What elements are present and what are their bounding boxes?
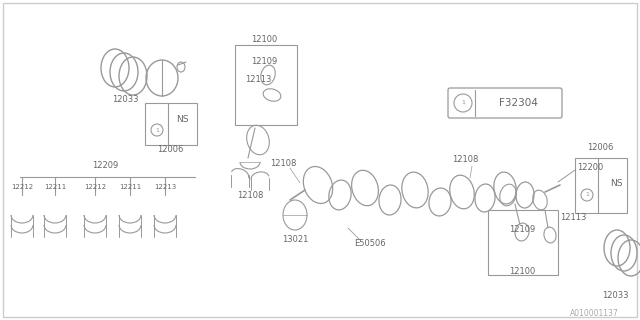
Text: 12109: 12109 (251, 58, 277, 67)
Text: 12006: 12006 (587, 143, 613, 153)
Bar (488, 210, 558, 275)
Text: 12211: 12211 (44, 184, 66, 190)
Text: 1: 1 (585, 193, 589, 197)
Text: 12100: 12100 (251, 36, 277, 44)
Bar (145, 103, 197, 145)
Text: 12209: 12209 (92, 161, 118, 170)
Text: 12212: 12212 (84, 184, 106, 190)
Text: 12100: 12100 (509, 268, 535, 276)
Text: F32304: F32304 (499, 98, 538, 108)
Text: 12211: 12211 (119, 184, 141, 190)
Text: 12113: 12113 (560, 213, 586, 222)
Text: 12033: 12033 (112, 95, 138, 105)
Text: A010001137: A010001137 (570, 308, 619, 317)
Text: 13021: 13021 (282, 236, 308, 244)
Text: 12113: 12113 (245, 76, 271, 84)
Text: 12109: 12109 (509, 226, 535, 235)
Text: E50506: E50506 (354, 238, 386, 247)
Text: NS: NS (176, 116, 188, 124)
Bar (575, 158, 627, 213)
Text: 12108: 12108 (270, 158, 296, 167)
Bar (235, 45, 297, 125)
Text: 12213: 12213 (154, 184, 176, 190)
Text: 12108: 12108 (452, 156, 478, 164)
Text: 12212: 12212 (11, 184, 33, 190)
Text: 12033: 12033 (602, 291, 628, 300)
Text: 1: 1 (461, 100, 465, 106)
Text: 12006: 12006 (157, 146, 183, 155)
Text: 1: 1 (155, 127, 159, 132)
Text: NS: NS (610, 179, 622, 188)
Text: 12108: 12108 (237, 190, 263, 199)
Text: 12200: 12200 (577, 164, 603, 172)
